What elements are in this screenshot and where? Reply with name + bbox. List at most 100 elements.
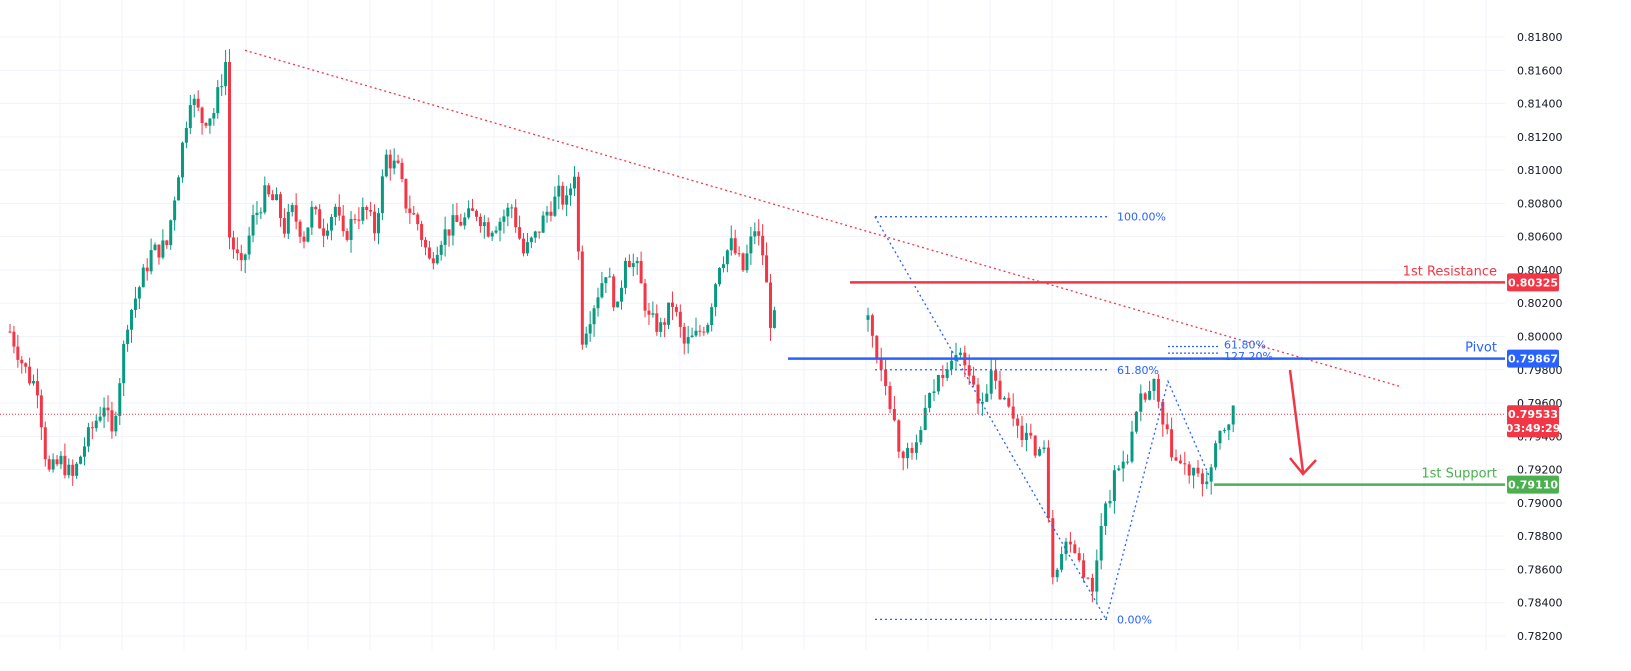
candle-body [702, 332, 705, 333]
candle-body [48, 459, 51, 469]
candle-body [252, 215, 255, 236]
candle-body [314, 207, 317, 209]
candle-body [745, 253, 748, 270]
level-label: 1st Resistance [1403, 264, 1497, 279]
candle-body [769, 282, 772, 327]
candle-body [1016, 419, 1019, 426]
current-price-text: 0.79533 [1508, 408, 1558, 421]
candle-body [369, 210, 372, 212]
candle-body [985, 394, 988, 402]
price-axis[interactable]: 0.81800 0.81600 0.81400 0.81200 0.81000 0.808… [1506, 31, 1563, 643]
candle-body [624, 261, 627, 288]
candle-body [154, 245, 157, 250]
candle-body [134, 299, 137, 310]
candle-body [346, 231, 349, 240]
y-tick-label: 0.78800 [1517, 530, 1563, 543]
candle-body [259, 212, 262, 213]
candle-body [1153, 379, 1156, 391]
candle-body [75, 464, 78, 476]
candle-body [959, 353, 962, 355]
candle-body [1117, 468, 1120, 470]
candlestick-series [9, 49, 1235, 603]
candle-body [404, 179, 407, 209]
candle-body [698, 331, 701, 332]
candle-body [518, 227, 521, 238]
candle-body [169, 220, 172, 245]
y-tick-label: 0.80200 [1517, 297, 1563, 310]
candle-body [377, 213, 380, 233]
candle-body [911, 448, 914, 453]
fib-ext-label: 127.20% [1224, 350, 1273, 363]
candle-body [718, 268, 721, 284]
candle-body [710, 307, 713, 325]
candle-body [130, 310, 133, 330]
candle-body [99, 417, 102, 421]
y-tick-label: 0.78400 [1517, 597, 1563, 610]
candle-body [475, 211, 478, 217]
arrow-shaft [1290, 370, 1303, 472]
candle-body [393, 161, 396, 169]
candle-body [1166, 424, 1169, 429]
candle-body [1188, 464, 1191, 475]
candle-body [267, 185, 270, 194]
candle-body [455, 215, 458, 222]
candle-body [1197, 468, 1200, 474]
candle-body [236, 249, 239, 253]
candle-body [432, 258, 435, 263]
candle-body [659, 322, 662, 332]
candle-body [334, 207, 337, 217]
candle-body [59, 456, 62, 464]
candle-body [534, 232, 537, 238]
candle-body [1007, 398, 1010, 407]
candle-body [212, 113, 215, 118]
level-label: Pivot [1465, 341, 1497, 356]
candle-body [373, 212, 376, 234]
price-tag-text: 0.80325 [1508, 276, 1558, 289]
candle-body [734, 238, 737, 253]
candle-body [40, 395, 43, 427]
candle-body [467, 208, 470, 217]
candle-body [275, 194, 278, 200]
candle-body [95, 421, 98, 428]
candle-body [1087, 578, 1090, 579]
candle-body [444, 229, 447, 245]
candle-body [471, 208, 474, 211]
candle-body [1232, 406, 1235, 425]
candle-body [897, 420, 900, 451]
candle-body [357, 220, 360, 221]
candle-body [514, 207, 517, 227]
y-tick-label: 0.81600 [1517, 64, 1563, 77]
candle-body [1034, 436, 1037, 456]
candle-body [506, 208, 509, 217]
candle-body [342, 216, 345, 231]
candle-body [1227, 424, 1230, 430]
candle-body [620, 288, 623, 302]
candle-body [318, 209, 321, 228]
candle-body [87, 427, 90, 446]
candle-body [220, 86, 223, 87]
candle-body [502, 216, 505, 221]
candle-body [1069, 542, 1072, 545]
candle-body [157, 245, 160, 258]
candle-body [185, 128, 188, 143]
candle-body [510, 207, 513, 208]
candle-body [565, 195, 568, 204]
candle-body [915, 442, 918, 453]
candle-body [640, 261, 643, 283]
candle-body [20, 360, 23, 363]
candle-body [761, 236, 764, 256]
candle-body [1025, 433, 1028, 440]
y-tick-label: 0.79000 [1517, 497, 1563, 510]
candle-body [730, 238, 733, 250]
candle-body [589, 324, 592, 333]
candle-body [647, 311, 650, 315]
candle-body [350, 219, 353, 240]
candle-body [440, 245, 443, 255]
fib-level-label: 0.00% [1117, 613, 1152, 626]
candle-body [526, 242, 529, 253]
candle-body [322, 228, 325, 235]
candle-body [189, 105, 192, 128]
candle-body [679, 312, 682, 327]
candle-body [675, 307, 678, 312]
